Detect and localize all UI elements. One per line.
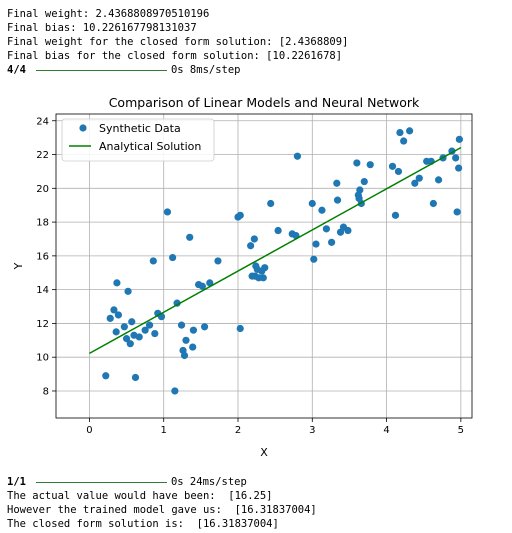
- data-point: [361, 178, 368, 185]
- data-point: [333, 180, 340, 187]
- data-point: [132, 374, 139, 381]
- data-point: [312, 240, 319, 247]
- data-point: [294, 153, 301, 160]
- y-tick-label: 24: [36, 116, 49, 127]
- data-point: [334, 197, 341, 204]
- data-point: [456, 136, 463, 143]
- data-point: [267, 200, 274, 207]
- data-point: [406, 127, 413, 134]
- y-tick-label: 8: [43, 386, 49, 397]
- data-point: [127, 340, 134, 347]
- progress-bar: [36, 70, 167, 71]
- legend-label-synthetic-data: Synthetic Data: [99, 122, 181, 135]
- data-point: [181, 352, 188, 359]
- data-point: [260, 274, 267, 281]
- data-point: [400, 137, 407, 144]
- y-tick-label: 20: [36, 184, 49, 195]
- data-point: [455, 164, 462, 171]
- data-point: [189, 343, 196, 350]
- data-point: [396, 129, 403, 136]
- data-point: [171, 387, 178, 394]
- data-point: [113, 279, 120, 286]
- x-tick-label: 0: [86, 425, 92, 436]
- data-point: [178, 322, 185, 329]
- data-point: [107, 315, 114, 322]
- progress-step: 4/4: [7, 63, 26, 77]
- data-point: [182, 337, 189, 344]
- data-point: [452, 154, 459, 161]
- data-point: [356, 186, 363, 193]
- data-point: [251, 235, 258, 242]
- data-point: [261, 264, 268, 271]
- y-tick-label: 22: [36, 150, 49, 161]
- data-point: [395, 168, 402, 175]
- data-point: [318, 207, 325, 214]
- y-axis-label: Y: [12, 262, 25, 270]
- data-point: [115, 311, 122, 318]
- data-point: [124, 288, 131, 295]
- legend-label-analytical-solution: Analytical Solution: [99, 140, 201, 153]
- y-tick-label: 12: [36, 319, 49, 330]
- data-point: [310, 256, 317, 263]
- data-point: [237, 325, 244, 332]
- console-line-closed-form: The closed form solution is: [16.3183700…: [7, 517, 279, 531]
- data-point: [190, 327, 197, 334]
- data-point: [454, 208, 461, 215]
- chart-title: Comparison of Linear Models and Neural N…: [109, 95, 420, 110]
- legend-marker-synthetic-data: [79, 124, 86, 131]
- x-tick-label: 1: [161, 425, 167, 436]
- progress-timing: 0s 8ms/step: [171, 63, 241, 77]
- data-point: [121, 323, 128, 330]
- data-point: [102, 372, 109, 379]
- data-point: [275, 227, 282, 234]
- progress-line-top: 4/4 0s 8ms/step: [7, 63, 241, 77]
- chart-legend: Synthetic Data Analytical Solution: [62, 119, 214, 161]
- data-point: [164, 208, 171, 215]
- data-point: [367, 161, 374, 168]
- console-line-closed-weight: Final weight for the closed form solutio…: [7, 35, 348, 49]
- console-line-trained-model: However the trained model gave us: [16.3…: [7, 503, 317, 517]
- data-point: [430, 200, 437, 207]
- data-point: [323, 225, 330, 232]
- console-line-final-bias: Final bias: 10.226167798131037: [7, 21, 197, 35]
- x-tick-label: 4: [383, 425, 389, 436]
- data-point: [151, 330, 158, 337]
- data-point: [435, 176, 442, 183]
- data-point: [416, 175, 423, 182]
- x-axis-label: X: [260, 446, 268, 459]
- data-point: [150, 257, 157, 264]
- data-point: [113, 328, 120, 335]
- data-point: [237, 212, 244, 219]
- y-tick-label: 18: [36, 218, 49, 229]
- progress-bar: [36, 482, 167, 483]
- console-line-final-weight: Final weight: 2.4368808970510196: [7, 7, 209, 21]
- x-tick-label: 3: [309, 425, 315, 436]
- data-point: [201, 323, 208, 330]
- data-point: [186, 234, 193, 241]
- data-point: [344, 227, 351, 234]
- progress-line-bottom: 1/1 0s 24ms/step: [7, 475, 247, 489]
- data-point: [247, 242, 254, 249]
- console-line-closed-bias: Final bias for the closed form solution:…: [7, 49, 342, 63]
- data-point: [169, 254, 176, 261]
- data-point: [389, 163, 396, 170]
- data-point: [328, 239, 335, 246]
- data-point: [146, 322, 153, 329]
- data-point: [214, 257, 221, 264]
- analytical-solution-line: [89, 148, 460, 354]
- y-tick-label: 14: [36, 285, 49, 296]
- console-line-actual-value: The actual value would have been: [16.25…: [7, 489, 273, 503]
- y-tick-label: 10: [36, 353, 49, 364]
- data-point: [353, 159, 360, 166]
- x-tick-label: 5: [458, 425, 464, 436]
- data-point: [392, 212, 399, 219]
- data-point: [309, 200, 316, 207]
- progress-timing: 0s 24ms/step: [171, 475, 247, 489]
- data-point: [136, 333, 143, 340]
- progress-step: 1/1: [7, 475, 26, 489]
- data-point: [128, 318, 135, 325]
- x-tick-label: 2: [235, 425, 241, 436]
- y-tick-label: 16: [36, 251, 49, 262]
